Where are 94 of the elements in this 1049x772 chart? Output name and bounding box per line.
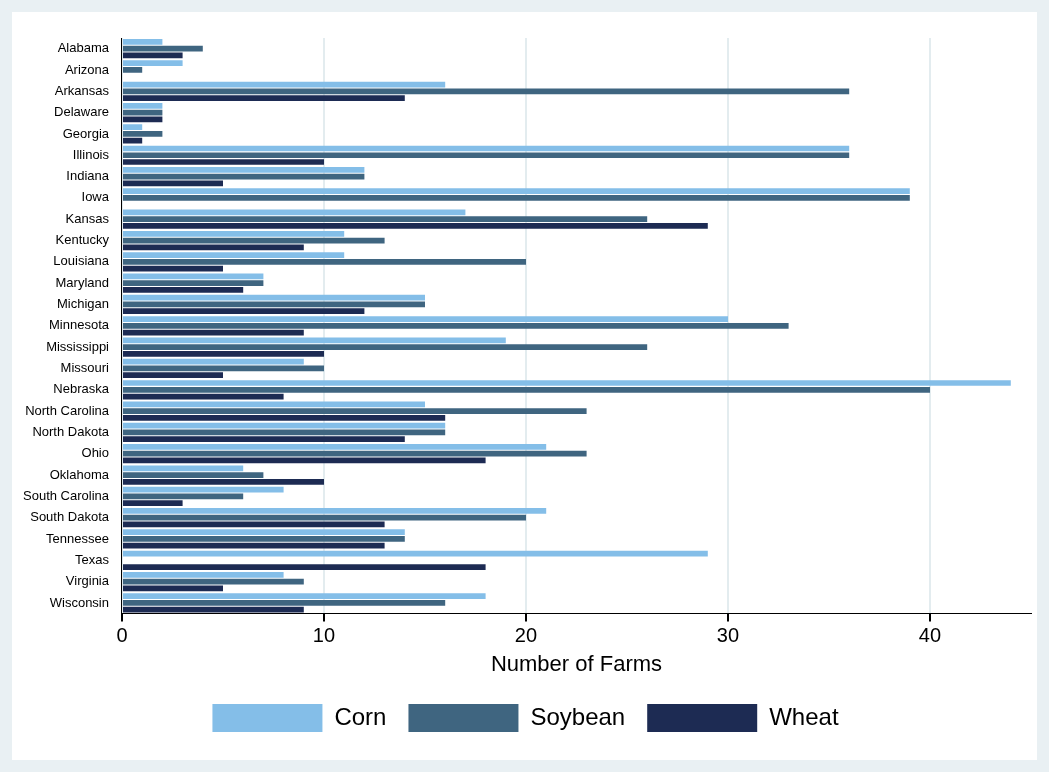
bar — [123, 351, 324, 357]
y-tick-label: Alabama — [57, 40, 110, 56]
legend-label: Soybean — [530, 702, 626, 730]
bar — [123, 408, 587, 414]
bar — [123, 67, 143, 73]
bar — [123, 493, 244, 500]
bar — [123, 508, 547, 514]
bar — [123, 244, 304, 251]
y-tick-label: Michigan — [56, 296, 109, 312]
bar — [123, 103, 163, 109]
bar — [123, 131, 163, 137]
bar — [123, 258, 526, 265]
bar — [123, 137, 143, 144]
bar — [123, 414, 446, 421]
bar — [123, 593, 486, 600]
y-tick-label: South Carolina — [23, 487, 110, 503]
y-tick-label: Virginia — [65, 573, 110, 589]
bar — [123, 322, 789, 329]
bar — [123, 337, 506, 344]
bar — [123, 223, 708, 229]
bar — [123, 280, 264, 287]
y-tick-label: Georgia — [62, 125, 110, 141]
bar — [123, 386, 930, 393]
bar — [123, 124, 143, 131]
y-tick-label: Kentucky — [55, 232, 110, 248]
bar — [123, 166, 365, 173]
y-tick-label: Missouri — [60, 360, 110, 376]
y-tick-label: Illinois — [72, 146, 110, 162]
bar — [123, 514, 526, 521]
bar — [123, 500, 183, 506]
bar — [123, 542, 385, 549]
bar — [123, 465, 244, 472]
y-tick-label: Louisiana — [53, 253, 110, 269]
bar — [123, 572, 284, 578]
x-axis-title: Number of Farms — [490, 650, 663, 676]
bar — [123, 536, 405, 542]
bar — [123, 294, 425, 301]
bar — [123, 308, 365, 315]
x-tick-label: 10 — [312, 624, 336, 647]
bar — [123, 316, 728, 322]
bar — [123, 45, 203, 52]
legend-label: Wheat — [769, 702, 839, 730]
y-tick-label: Arizona — [64, 61, 110, 77]
bar — [123, 195, 910, 201]
x-tick-label: 30 — [716, 624, 740, 647]
y-tick-label: Mississippi — [46, 338, 110, 354]
y-tick-label: Nebraska — [53, 381, 110, 397]
bar — [123, 529, 405, 536]
bar — [123, 444, 547, 450]
bar — [123, 95, 405, 101]
y-tick-label: Maryland — [55, 274, 109, 290]
bar — [123, 188, 910, 195]
y-tick-label: Minnesota — [49, 317, 110, 333]
y-tick-label: North Carolina — [25, 402, 110, 418]
bar — [123, 159, 324, 165]
bar — [123, 358, 304, 365]
bar — [123, 116, 163, 123]
bar — [123, 600, 446, 606]
bar — [123, 88, 850, 95]
y-tick-label: Texas — [75, 551, 110, 567]
y-tick-label: Indiana — [66, 168, 110, 184]
y-tick-label: Iowa — [81, 189, 110, 205]
bar — [123, 216, 648, 223]
y-tick-label: Ohio — [81, 445, 109, 461]
y-tick-label: Kansas — [65, 210, 110, 226]
bar — [123, 230, 345, 237]
bar — [123, 472, 264, 478]
y-tick-label: Tennessee — [46, 530, 109, 546]
bar — [123, 252, 345, 258]
x-tick-label: 40 — [918, 624, 942, 647]
y-tick-label: North Dakota — [32, 423, 110, 439]
bar — [123, 152, 850, 159]
bar — [123, 606, 304, 613]
y-tick-label: Arkansas — [54, 82, 110, 98]
y-tick-label: Oklahoma — [49, 466, 110, 482]
bar — [123, 287, 244, 293]
y-tick-label: Wisconsin — [49, 594, 109, 610]
bar — [123, 60, 183, 67]
bar — [123, 450, 587, 457]
bar — [123, 180, 223, 187]
legend-label: Corn — [334, 702, 387, 730]
x-tick-label: 20 — [514, 624, 538, 647]
bar — [123, 372, 223, 379]
bar — [123, 39, 163, 45]
y-tick-label: Delaware — [54, 104, 109, 120]
bar — [123, 422, 446, 429]
bar — [123, 380, 1011, 386]
x-tick-label: 0 — [116, 624, 128, 647]
bar — [123, 478, 324, 485]
bar — [123, 401, 425, 408]
bar — [123, 564, 486, 570]
y-tick-label: South Dakota — [30, 509, 110, 525]
bar — [123, 436, 405, 443]
bar — [123, 344, 648, 350]
